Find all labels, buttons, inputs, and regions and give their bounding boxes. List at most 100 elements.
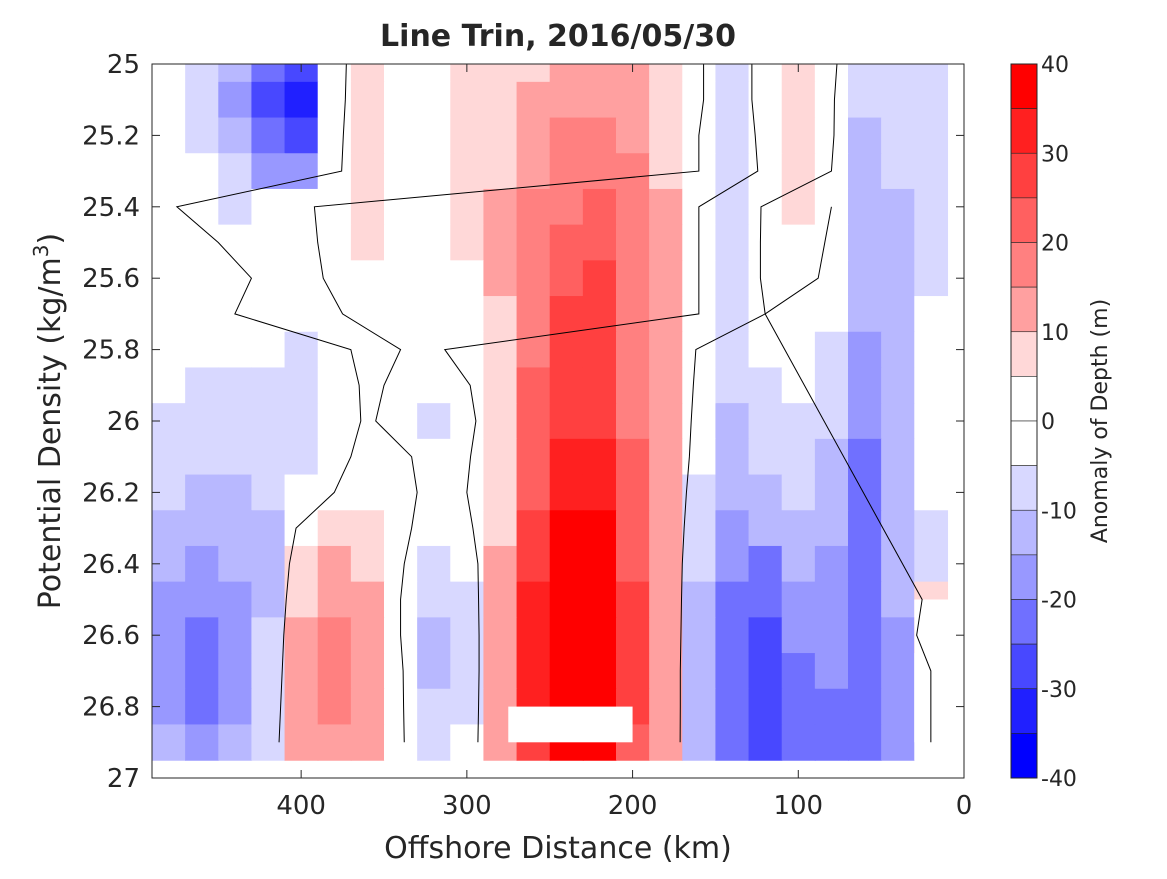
colorbar-swatch: [1010, 152, 1038, 199]
field-cell: [483, 617, 518, 654]
field-cell: [682, 331, 717, 369]
zero-contour: [679, 64, 838, 743]
field-cell: [185, 724, 219, 761]
field-cell: [384, 81, 418, 119]
field-cell: [350, 545, 385, 583]
field-cell: [616, 296, 650, 333]
field-cell: [450, 224, 485, 261]
field-cell: [185, 117, 219, 154]
field-cell: [284, 81, 319, 119]
field-cell: [152, 438, 186, 476]
field-cell: [748, 510, 783, 547]
field-cell: [218, 510, 253, 547]
field-cell: [649, 617, 683, 654]
colorbar-swatch: [1010, 733, 1038, 779]
field-cell: [582, 581, 617, 618]
field-cell: [417, 153, 451, 190]
field-cell: [748, 474, 783, 511]
x-tick-label: 200: [608, 791, 658, 821]
field-cell: [218, 403, 253, 440]
field-cell: [814, 688, 849, 726]
field-cell: [881, 188, 915, 226]
colorbar-tick-label: 0: [1041, 410, 1055, 435]
field-cell: [549, 438, 584, 476]
field-cell: [483, 403, 518, 440]
field-cell: [616, 474, 650, 511]
no-data-region: [914, 599, 964, 743]
field-cell: [251, 367, 286, 404]
field-cell: [251, 688, 286, 726]
field-cell: [848, 474, 882, 511]
field-cell: [185, 153, 219, 190]
field-cell: [582, 403, 617, 440]
field-cell: [152, 153, 186, 190]
field-cell: [516, 474, 551, 511]
field-cell: [483, 438, 518, 476]
field-cell: [516, 296, 551, 333]
field-cell: [616, 545, 650, 583]
field-cell: [218, 331, 253, 369]
field-cell: [748, 724, 783, 761]
colorbar-ticks: 40 30 20 10 0 -10 -20 -30 -40: [1041, 53, 1077, 792]
field-cell: [185, 224, 219, 261]
field-cell: [848, 545, 882, 583]
field-cell: [682, 403, 717, 440]
field-cell: [781, 688, 816, 726]
field-cell: [284, 331, 319, 369]
field-cell: [748, 545, 783, 583]
field-cell: [350, 653, 385, 690]
field-cell: [616, 438, 650, 476]
field-cell: [881, 117, 915, 154]
anomaly-field: [152, 64, 964, 761]
field-cell: [185, 81, 219, 119]
field-cell: [781, 224, 816, 261]
field-cell: [914, 296, 949, 333]
field-cell: [152, 81, 186, 119]
field-cell: [317, 367, 352, 404]
field-cell: [914, 545, 949, 583]
field-cell: [582, 81, 617, 119]
field-cell: [682, 81, 717, 119]
field-cell: [450, 64, 485, 83]
field-cell: [152, 653, 186, 690]
field-cell: [384, 117, 418, 154]
field-cell: [582, 617, 617, 654]
field-cell: [483, 260, 518, 297]
field-cell: [350, 153, 385, 190]
field-cell: [582, 153, 617, 190]
field-cell: [682, 510, 717, 547]
field-cell: [284, 296, 319, 333]
field-cell: [549, 117, 584, 154]
y-tick-label: 25.8: [82, 336, 140, 366]
field-cell: [483, 331, 518, 369]
field-cell: [350, 296, 385, 333]
field-cell: [848, 510, 882, 547]
y-tick-label: 25.6: [82, 264, 140, 294]
field-cell: [516, 224, 551, 261]
field-cell: [483, 474, 518, 511]
field-cell: [682, 653, 717, 690]
field-cell: [251, 117, 286, 154]
field-cell: [284, 188, 319, 226]
field-cell: [649, 64, 683, 83]
field-cell: [582, 331, 617, 369]
field-cell: [251, 188, 286, 226]
field-cell: [781, 617, 816, 654]
field-cell: [848, 260, 882, 297]
field-cell: [715, 331, 750, 369]
field-cell: [483, 545, 518, 583]
field-cell: [284, 474, 319, 511]
field-cell: [814, 403, 849, 440]
field-cell: [616, 510, 650, 547]
field-cell: [881, 688, 915, 726]
field-cell: [450, 724, 485, 761]
field-cell: [881, 367, 915, 404]
field-cell: [350, 510, 385, 547]
field-cell: [616, 581, 650, 618]
field-cell: [649, 331, 683, 369]
field-cell: [682, 367, 717, 404]
field-cell: [284, 545, 319, 583]
field-cell: [748, 153, 783, 190]
field-cell: [649, 296, 683, 333]
